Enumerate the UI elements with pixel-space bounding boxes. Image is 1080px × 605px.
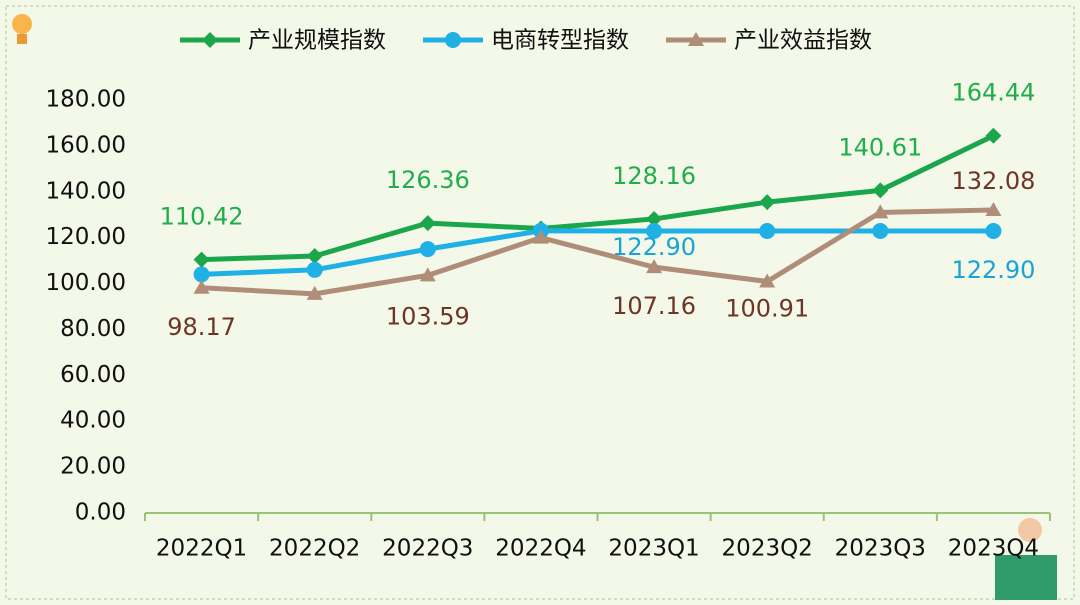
x-tick-label: 2023Q1 (608, 536, 699, 562)
legend-item: 电商转型指数 (423, 28, 629, 54)
y-tick-label: 20.00 (60, 454, 126, 480)
y-tick-label: 0.00 (75, 500, 126, 526)
point (985, 127, 1002, 144)
point (872, 182, 889, 199)
point (193, 279, 210, 294)
y-tick-label: 160.00 (46, 132, 126, 158)
legend-marker (202, 32, 218, 48)
legend-marker (688, 32, 704, 46)
data-label: 100.91 (725, 294, 809, 322)
point (419, 215, 436, 232)
y-tick-label: 40.00 (60, 408, 126, 434)
frame (5, 5, 1075, 600)
data-label: 103.59 (386, 302, 470, 330)
legend-marker (445, 32, 461, 48)
x-tick-label: 2023Q4 (948, 536, 1039, 562)
data-label: 98.17 (167, 313, 236, 341)
point (872, 204, 889, 219)
point (872, 223, 889, 240)
point (759, 223, 776, 240)
point (306, 248, 323, 265)
y-tick-label: 80.00 (60, 316, 126, 342)
y-tick-label: 60.00 (60, 362, 126, 388)
point (306, 261, 323, 278)
point (985, 223, 1002, 240)
legend-item: 产业效益指数 (666, 28, 872, 54)
point (419, 267, 436, 282)
series-line (201, 133, 995, 263)
point (646, 210, 663, 227)
legend-label: 产业效益指数 (734, 28, 872, 54)
data-label: 126.36 (386, 166, 470, 194)
reader-icon (995, 518, 1057, 600)
point (759, 194, 776, 211)
point (985, 201, 1002, 216)
point (646, 223, 663, 240)
y-tick-label: 120.00 (46, 224, 126, 250)
y-tick-label: 180.00 (46, 87, 126, 113)
data-label: 122.90 (951, 256, 1035, 284)
data-label: 132.08 (951, 167, 1035, 195)
point (193, 251, 210, 268)
legend-item: 产业规模指数 (180, 28, 386, 54)
data-label: 122.90 (612, 233, 696, 261)
x-tick-label: 2022Q3 (382, 536, 473, 562)
point (193, 266, 210, 283)
x-tick-label: 2023Q2 (722, 536, 813, 562)
data-label: 128.16 (612, 162, 696, 190)
bulb-icon (12, 14, 32, 44)
legend-label: 电商转型指数 (491, 28, 629, 54)
point (306, 285, 323, 300)
data-label: 140.61 (838, 133, 922, 161)
y-tick-label: 100.00 (46, 270, 126, 296)
x-tick-label: 2022Q4 (495, 536, 586, 562)
x-tick-label: 2023Q3 (835, 536, 926, 562)
point (759, 273, 776, 288)
x-tick-label: 2022Q1 (156, 536, 247, 562)
series-line (201, 207, 994, 297)
legend-label: 产业规模指数 (248, 28, 386, 54)
point (532, 229, 549, 244)
point (646, 259, 663, 274)
series-line (201, 228, 994, 277)
point (419, 241, 436, 258)
data-label: 164.44 (951, 79, 1035, 107)
data-label: 107.16 (612, 292, 696, 320)
y-tick-label: 140.00 (46, 178, 126, 204)
data-label: 110.42 (160, 203, 244, 231)
x-tick-label: 2022Q2 (269, 536, 360, 562)
